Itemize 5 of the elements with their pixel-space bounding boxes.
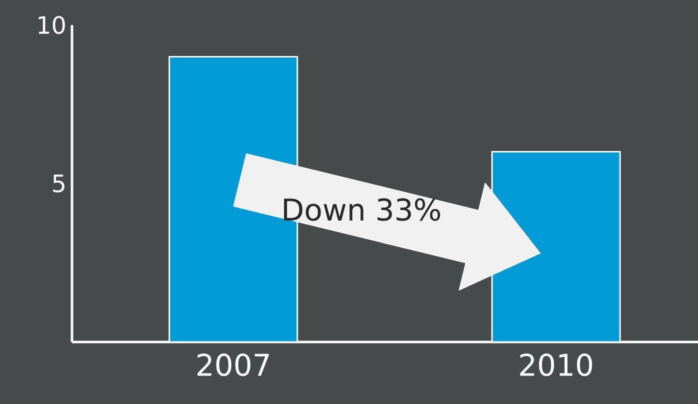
- x-tick-label: 2010: [520, 354, 592, 376]
- annotation: Down 33%: [284, 198, 440, 221]
- y-tick-label: 5: [53, 174, 64, 192]
- y-tick-label: 10: [38, 16, 65, 34]
- x-tick-label: 2007: [198, 354, 269, 376]
